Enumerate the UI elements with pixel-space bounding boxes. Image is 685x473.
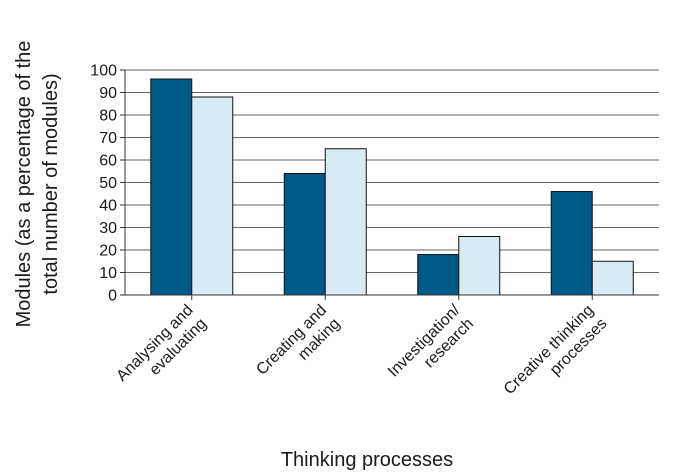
bar-series1-3 xyxy=(550,191,593,296)
y-tick-label: 100 xyxy=(90,63,117,80)
y-tick-label: 30 xyxy=(99,220,117,237)
bar-series1-1 xyxy=(283,173,326,296)
x-category-labels: Analysing andevaluating Creating andmakin… xyxy=(113,301,611,412)
y-tick-label: 10 xyxy=(99,265,117,282)
bars xyxy=(150,78,634,296)
bar-series2-0 xyxy=(191,96,234,296)
axes xyxy=(120,69,659,300)
x-axis-title: Thinking processes xyxy=(281,449,453,471)
y-tick-label: 20 xyxy=(99,243,117,260)
y-tick-label: 50 xyxy=(99,175,117,192)
y-tick-label: 80 xyxy=(99,108,117,125)
y-axis-title-line-1: Modules (as a percentage of the xyxy=(13,41,35,328)
x-category-label-1: Creating andmaking xyxy=(253,302,343,392)
bar-series1-2 xyxy=(417,254,460,296)
x-category-label-2: Investigation/research xyxy=(385,301,478,394)
y-tick-label: 0 xyxy=(108,288,117,305)
bar-series2-2 xyxy=(458,236,501,296)
bar-series2-1 xyxy=(324,148,367,296)
y-axis-title-line-2: total number of modules) xyxy=(40,73,62,294)
y-tick-label: 70 xyxy=(99,130,117,147)
bar-series2-3 xyxy=(591,260,634,296)
y-tick-labels: 0 10 20 30 40 50 60 70 80 90 100 xyxy=(90,63,117,305)
x-category-label-3: Creative thinkingprocesses xyxy=(501,302,611,412)
y-tick-label: 40 xyxy=(99,198,117,215)
y-tick-label: 90 xyxy=(99,85,117,102)
x-category-label-0: Analysing andevaluating xyxy=(113,302,210,399)
y-tick-label: 60 xyxy=(99,153,117,170)
bar-series1-0 xyxy=(150,78,193,296)
